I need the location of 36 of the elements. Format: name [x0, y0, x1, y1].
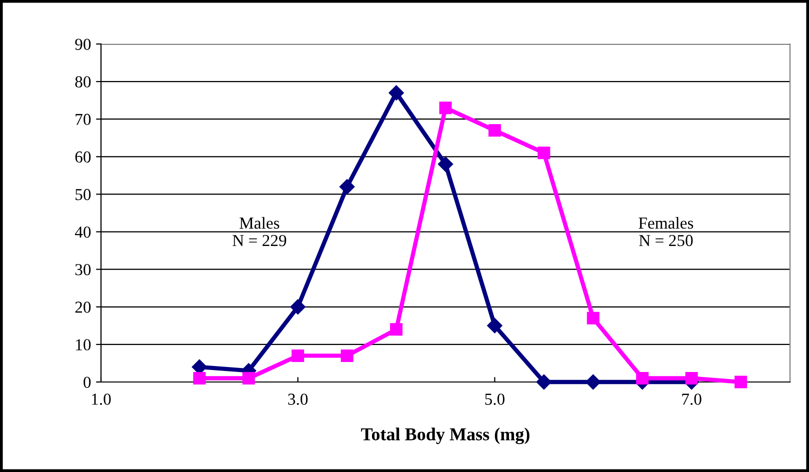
point — [290, 299, 306, 314]
x-tick-label: 3.0 — [288, 394, 308, 405]
point — [488, 124, 501, 137]
y-tick-label: 30 — [75, 264, 91, 276]
x-axis-title: Total Body Mass (mg) — [361, 428, 530, 444]
y-tick-label: 20 — [75, 302, 91, 313]
y-tick-label: 90 — [75, 38, 91, 50]
y-tick-label: 40 — [74, 226, 91, 238]
point — [636, 372, 649, 384]
point — [340, 179, 355, 194]
point — [242, 372, 255, 384]
point — [439, 102, 452, 114]
x-tick-label: 7.0 — [682, 394, 702, 405]
point — [685, 372, 698, 384]
point — [438, 156, 454, 172]
x-tick-label: 1.0 — [92, 394, 111, 405]
point — [536, 374, 552, 390]
y-tick-label: 80 — [75, 76, 91, 88]
annotation: Males N = 229 — [232, 217, 286, 246]
point — [193, 372, 206, 384]
point — [487, 318, 502, 334]
point — [340, 349, 354, 362]
point — [388, 85, 404, 100]
y-tick-label: 70 — [76, 114, 91, 126]
point — [538, 146, 550, 160]
point — [292, 349, 304, 362]
point — [586, 374, 601, 390]
y-tick-label: 10 — [76, 339, 91, 350]
y-tick-label: 60 — [75, 151, 91, 163]
y-tick-label: 0 — [84, 376, 91, 388]
point — [586, 312, 600, 324]
annotation: Females N = 250 — [638, 217, 694, 246]
y-tick-label: 50 — [76, 188, 91, 200]
x-tick-label: 5.0 — [485, 394, 504, 405]
point — [390, 323, 403, 336]
point — [734, 376, 748, 388]
